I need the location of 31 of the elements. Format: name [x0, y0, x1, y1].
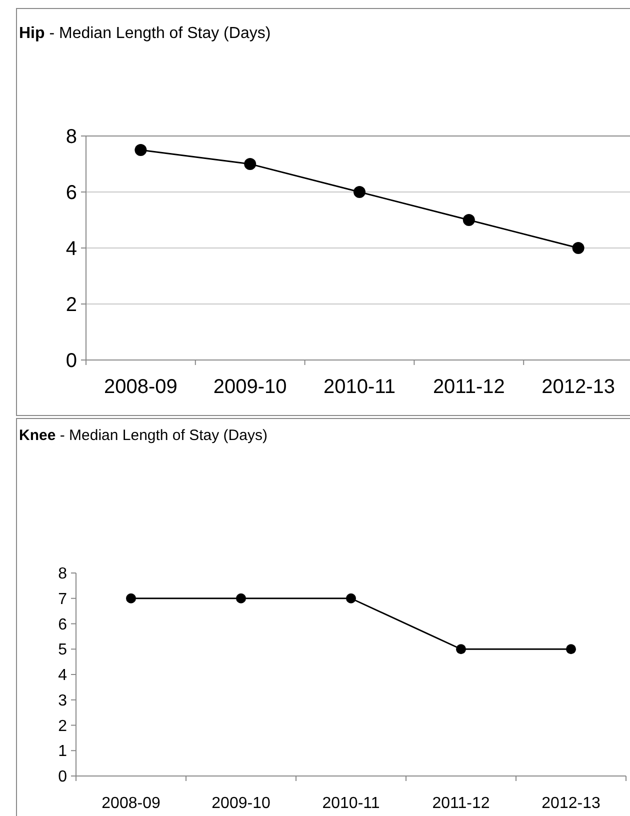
y-tick-label: 0	[58, 768, 68, 786]
x-tick-label: 2011-12	[432, 376, 505, 398]
x-tick-label: 2008-09	[104, 376, 178, 398]
y-tick-label: 7	[58, 590, 68, 608]
y-tick-label: 4	[66, 238, 77, 260]
y-tick-label: 2	[66, 294, 77, 316]
x-tick-label: 2009-10	[213, 376, 287, 398]
point	[244, 158, 256, 170]
y-tick-label: 3	[58, 692, 68, 710]
point	[354, 186, 366, 198]
point	[572, 242, 584, 254]
y-tick-label: 0	[66, 350, 77, 372]
y-tick-label: 1	[58, 743, 68, 760]
y-tick-label: 5	[58, 642, 68, 659]
y-tick-label: 2	[58, 718, 68, 735]
x-tick-label: 2010-11	[322, 795, 380, 812]
x-tick-label: 2010-11	[324, 376, 396, 398]
point	[134, 144, 147, 156]
y-tick-label: 6	[66, 182, 77, 204]
x-tick-label: 2012-13	[542, 376, 616, 398]
chart-title: Hip - Median Length of Stay (Days)	[19, 25, 271, 42]
y-tick-label: 8	[66, 126, 77, 148]
x-tick-label: 2009-10	[212, 795, 270, 812]
x-tick-label: 2008-09	[102, 795, 160, 812]
y-tick-label: 8	[58, 566, 68, 583]
x-tick-label: 2012-13	[542, 795, 600, 812]
chart-title: Knee - Median Length of Stay (Days)	[19, 427, 268, 444]
y-tick-label: 4	[58, 667, 68, 684]
y-tick-label: 6	[58, 616, 68, 634]
point	[462, 214, 475, 226]
x-tick-label: 2011-12	[432, 795, 490, 812]
